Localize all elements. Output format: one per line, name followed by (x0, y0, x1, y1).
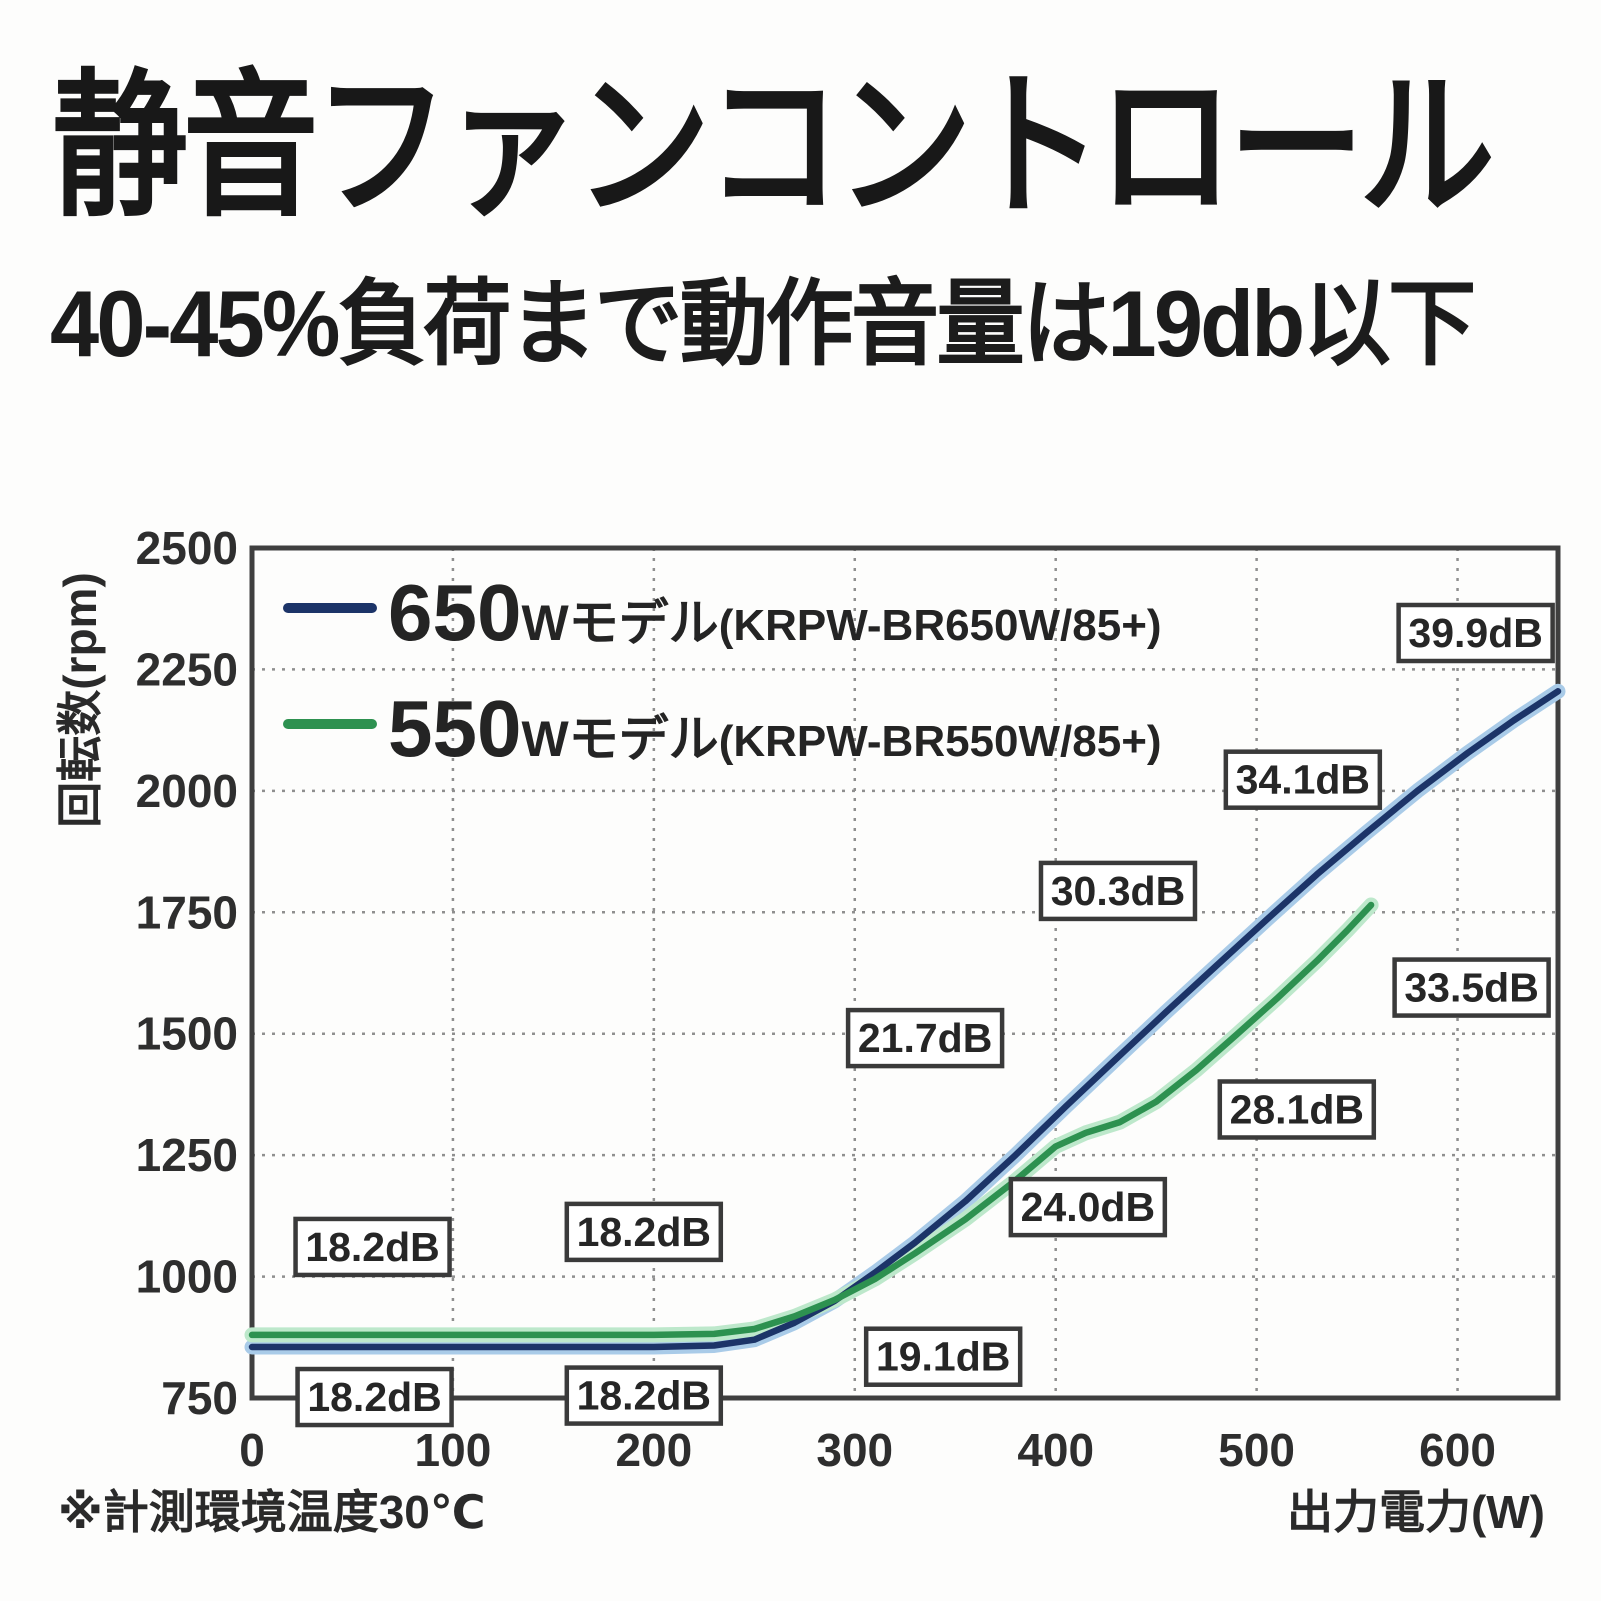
page-subtitle: 40-45%負荷まで動作音量は19db以下 (50, 271, 1476, 376)
annotation-box (293, 1216, 452, 1278)
y-axis-title: 回転数(rpm) (54, 572, 106, 828)
annotation-box (863, 1326, 1023, 1387)
legend-650-number: 650 (388, 568, 521, 657)
y-tick-label-1750: 1750 (136, 886, 238, 938)
annotation-box (1008, 1176, 1168, 1238)
page-title: 静音ファンコントロール (52, 59, 1495, 235)
x-tick-label-200: 200 (615, 1424, 692, 1476)
annotations-layer: 39.9dB 34.1dB 30.3dB 33.5dB 21.7dB 28.1dB 24.0… (293, 602, 1555, 1428)
annotation-box (1396, 602, 1555, 664)
x-tick-label-500: 500 (1218, 1424, 1295, 1476)
x-tick-label-100: 100 (415, 1424, 492, 1476)
fan-speed-chart: 0 100 200 300 400 500 600 750 1000 1250 1500 1750 20… (54, 522, 1566, 1538)
annotation-label: 28.1dB (1230, 1086, 1364, 1132)
x-tick-label-600: 600 (1419, 1424, 1496, 1476)
annotation-7-18.2dB: 18.2dB (293, 1216, 452, 1278)
annotation-6-24.0dB: 24.0dB (1008, 1176, 1168, 1238)
annotation-label: 18.2dB (305, 1224, 439, 1270)
annotation-box (564, 1201, 724, 1263)
measurement-note: ※計測環境温度30℃ (58, 1486, 486, 1538)
y-tick-label-2500: 2500 (136, 522, 238, 574)
legend: 650Wモデル(KRPW-BR650W/85+) 550Wモデル(KRPW-BR… (283, 568, 1162, 773)
annotation-3-33.5dB: 33.5dB (1392, 957, 1551, 1018)
series-layer (244, 683, 1566, 1355)
annotation-1-34.1dB: 34.1dB (1223, 749, 1383, 810)
annotation-box (1217, 1079, 1377, 1140)
annotation-label: 19.1dB (876, 1334, 1010, 1380)
legend-label-650w: 650Wモデル(KRPW-BR650W/85+) (388, 568, 1162, 657)
annotation-label: 30.3dB (1051, 868, 1185, 914)
annotation-10-18.2dB: 18.2dB (295, 1366, 454, 1428)
annotation-box (1392, 957, 1551, 1018)
annotation-5-28.1dB: 28.1dB (1217, 1079, 1377, 1140)
plot-border (249, 545, 1561, 1401)
annotation-box (295, 1366, 454, 1428)
series-line-650w (248, 688, 1562, 1351)
x-tick-label-0: 0 (239, 1424, 265, 1476)
annotation-4-21.7dB: 21.7dB (845, 1007, 1005, 1069)
series-line-550w (248, 901, 1375, 1339)
annotation-label: 33.5dB (1404, 965, 1538, 1011)
annotation-box (845, 1007, 1005, 1069)
legend-550-number: 550 (388, 684, 521, 773)
annotation-label: 39.9dB (1408, 610, 1542, 656)
y-tick-label-1000: 1000 (136, 1251, 238, 1303)
y-tick-label-1500: 1500 (136, 1008, 238, 1060)
x-axis-title: 出力電力(W) (1287, 1486, 1545, 1538)
annotation-label: 21.7dB (858, 1015, 992, 1061)
annotation-label: 24.0dB (1021, 1184, 1155, 1230)
annotation-box (564, 1365, 724, 1426)
annotation-box (1038, 860, 1198, 922)
legend-650-model-word: Wモデル (521, 595, 718, 651)
y-tick-label-750: 750 (161, 1372, 238, 1424)
annotation-11-18.2dB: 18.2dB (564, 1365, 724, 1426)
x-tick-label-300: 300 (816, 1424, 893, 1476)
annotation-0-39.9dB: 39.9dB (1396, 602, 1555, 664)
annotation-box (1223, 749, 1383, 810)
y-tick-label-2250: 2250 (136, 643, 238, 695)
grid-layer (252, 548, 1558, 1398)
annotation-label: 18.2dB (307, 1374, 441, 1420)
annotation-label: 34.1dB (1236, 757, 1370, 803)
y-tick-label-2000: 2000 (136, 765, 238, 817)
legend-550-part-number: (KRPW-BR550W/85+) (719, 717, 1162, 766)
annotation-9-19.1dB: 19.1dB (863, 1326, 1023, 1387)
annotation-label: 18.2dB (577, 1373, 711, 1419)
annotation-2-30.3dB: 30.3dB (1038, 860, 1198, 922)
legend-label-550w: 550Wモデル(KRPW-BR550W/85+) (388, 684, 1162, 773)
legend-650-part-number: (KRPW-BR650W/85+) (719, 601, 1162, 650)
y-tick-label-1250: 1250 (136, 1129, 238, 1181)
ticks-layer: 0 100 200 300 400 500 600 750 1000 1250 1500 1750 20… (136, 522, 1496, 1476)
annotation-label: 18.2dB (577, 1209, 711, 1255)
x-tick-label-400: 400 (1017, 1424, 1094, 1476)
annotation-8-18.2dB: 18.2dB (564, 1201, 724, 1263)
legend-550-model-word: Wモデル (521, 711, 718, 767)
